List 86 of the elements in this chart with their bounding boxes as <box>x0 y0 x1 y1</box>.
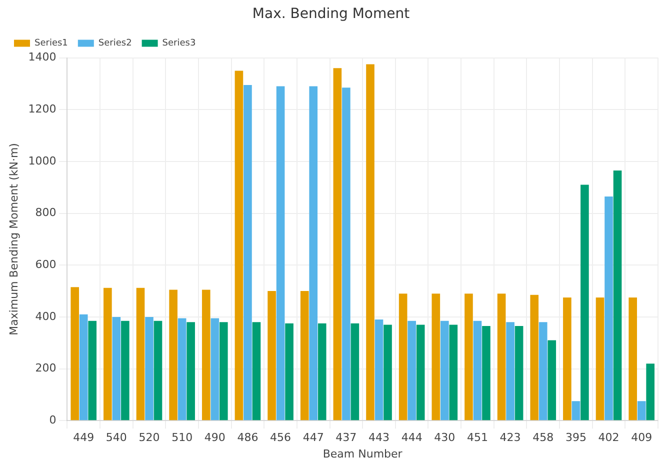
bar <box>449 324 458 420</box>
bar <box>234 70 244 420</box>
bar <box>318 323 326 420</box>
x-axis-title: Beam Number <box>322 447 403 460</box>
y-axis-title: Maximum Bending Moment (kN·m) <box>7 143 20 336</box>
bar <box>285 323 294 420</box>
y-tick-label: 600 <box>35 258 56 271</box>
bar <box>70 287 80 420</box>
x-tick-label: 510 <box>172 431 193 444</box>
legend-label: Series1 <box>34 38 68 49</box>
bar <box>104 288 112 420</box>
bar <box>219 322 228 420</box>
bar <box>497 294 506 420</box>
x-tick-label: 449 <box>73 431 94 444</box>
x-tick-label: 423 <box>500 431 521 444</box>
y-tick-label: 800 <box>35 206 56 220</box>
bar <box>154 320 162 420</box>
bar <box>563 298 572 420</box>
bar <box>202 290 210 420</box>
y-tick-label: 1400 <box>28 50 56 64</box>
bar <box>121 320 130 420</box>
bar <box>252 322 261 420</box>
bar <box>309 86 318 420</box>
bar <box>604 196 613 420</box>
x-tick-label: 458 <box>532 431 554 444</box>
bar <box>145 316 154 420</box>
bar <box>210 318 220 420</box>
x-tick-label: 437 <box>336 431 357 444</box>
bar <box>350 323 360 420</box>
y-tick-label: 0 <box>49 413 56 426</box>
bar <box>548 340 556 420</box>
x-tick-label: 443 <box>368 431 390 444</box>
legend-label: Series3 <box>162 38 196 49</box>
bar <box>374 320 384 420</box>
y-tick-label: 400 <box>35 310 56 323</box>
bar <box>88 320 97 420</box>
bar <box>244 85 252 420</box>
x-tick-label: 444 <box>401 431 422 444</box>
x-tick-label: 447 <box>302 431 324 444</box>
bar <box>408 320 416 420</box>
bar <box>366 64 374 420</box>
x-tick-label: 486 <box>237 431 258 444</box>
bar <box>538 322 548 420</box>
bar <box>482 326 490 420</box>
bar <box>506 322 514 420</box>
x-tick-label: 395 <box>565 431 586 444</box>
legend-label: Series2 <box>98 38 132 49</box>
bar <box>136 288 145 420</box>
x-tick-label: 490 <box>204 431 226 444</box>
bar <box>398 294 408 420</box>
bar <box>169 290 178 420</box>
bar <box>596 298 604 420</box>
x-tick-label: 451 <box>466 431 488 444</box>
bar <box>646 364 654 420</box>
x-tick-label: 456 <box>270 431 292 444</box>
bar <box>530 294 539 420</box>
chart-title: Max. Bending Moment <box>252 6 410 22</box>
bar <box>580 184 589 420</box>
y-tick-label: 1000 <box>28 154 56 168</box>
bar <box>440 320 449 420</box>
bar <box>473 320 482 420</box>
x-tick-label: 402 <box>598 431 620 444</box>
bar <box>613 170 622 420</box>
bar <box>186 322 195 420</box>
bar <box>79 314 88 420</box>
x-tick-label: 540 <box>106 431 127 444</box>
bar <box>432 294 440 420</box>
bar <box>464 294 473 420</box>
x-tick-label: 520 <box>138 431 160 444</box>
bar <box>628 298 637 420</box>
bar <box>112 316 121 420</box>
bar <box>637 401 646 420</box>
x-tick-label: 430 <box>434 431 456 444</box>
bar <box>178 318 186 420</box>
bar <box>268 291 276 420</box>
bar <box>276 86 285 420</box>
bar <box>342 88 350 420</box>
bar <box>333 68 342 420</box>
bar <box>384 324 392 420</box>
bar <box>300 291 309 420</box>
x-tick-label: 409 <box>631 431 652 444</box>
bar <box>572 401 580 420</box>
y-tick-label: 200 <box>35 362 56 375</box>
bar <box>416 324 425 420</box>
y-tick-label: 1200 <box>28 102 56 116</box>
bar <box>514 326 524 420</box>
